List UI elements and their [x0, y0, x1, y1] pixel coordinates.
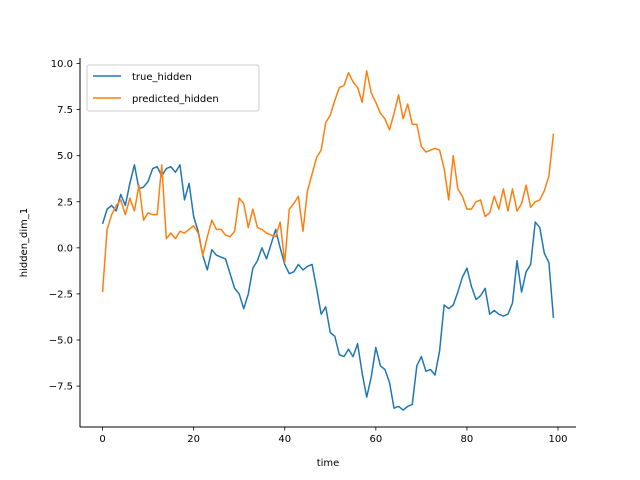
legend: true_hidden predicted_hidden: [86, 64, 260, 112]
y-tick-label: −7.5: [49, 382, 73, 393]
y-ticks: −7.5 −5.0 −2.5 0.0 2.5 5.0 7.5 10.0: [49, 59, 80, 393]
x-axis-label: time: [317, 458, 340, 469]
x-ticks: 0 20 40 60 80 100: [99, 427, 568, 445]
series-line-predicted-hidden: [101, 70, 555, 293]
legend-label-predicted-hidden: predicted_hidden: [132, 94, 219, 105]
x-tick-label: 60: [369, 434, 382, 445]
y-tick-label: 2.5: [57, 197, 73, 208]
y-tick-label: −5.0: [49, 336, 73, 347]
y-tick-label: 5.0: [57, 151, 73, 162]
legend-label-true-hidden: true_hidden: [132, 72, 192, 83]
x-tick-label: 40: [278, 434, 291, 445]
y-tick-label: 0.0: [57, 243, 73, 254]
series-line-true-hidden: [101, 164, 555, 411]
series-layer: [101, 70, 555, 411]
x-tick-label: 80: [461, 434, 474, 445]
y-tick-label: 7.5: [57, 105, 73, 116]
axes-layer: [79, 58, 576, 428]
x-tick-label: 20: [187, 434, 200, 445]
legend-box: [86, 64, 260, 112]
y-tick-label: 10.0: [51, 59, 73, 70]
x-tick-label: 100: [548, 434, 567, 445]
x-tick-label: 0: [99, 434, 105, 445]
y-tick-label: −2.5: [49, 289, 73, 300]
y-axis-label: hidden_dim_1: [19, 208, 30, 278]
